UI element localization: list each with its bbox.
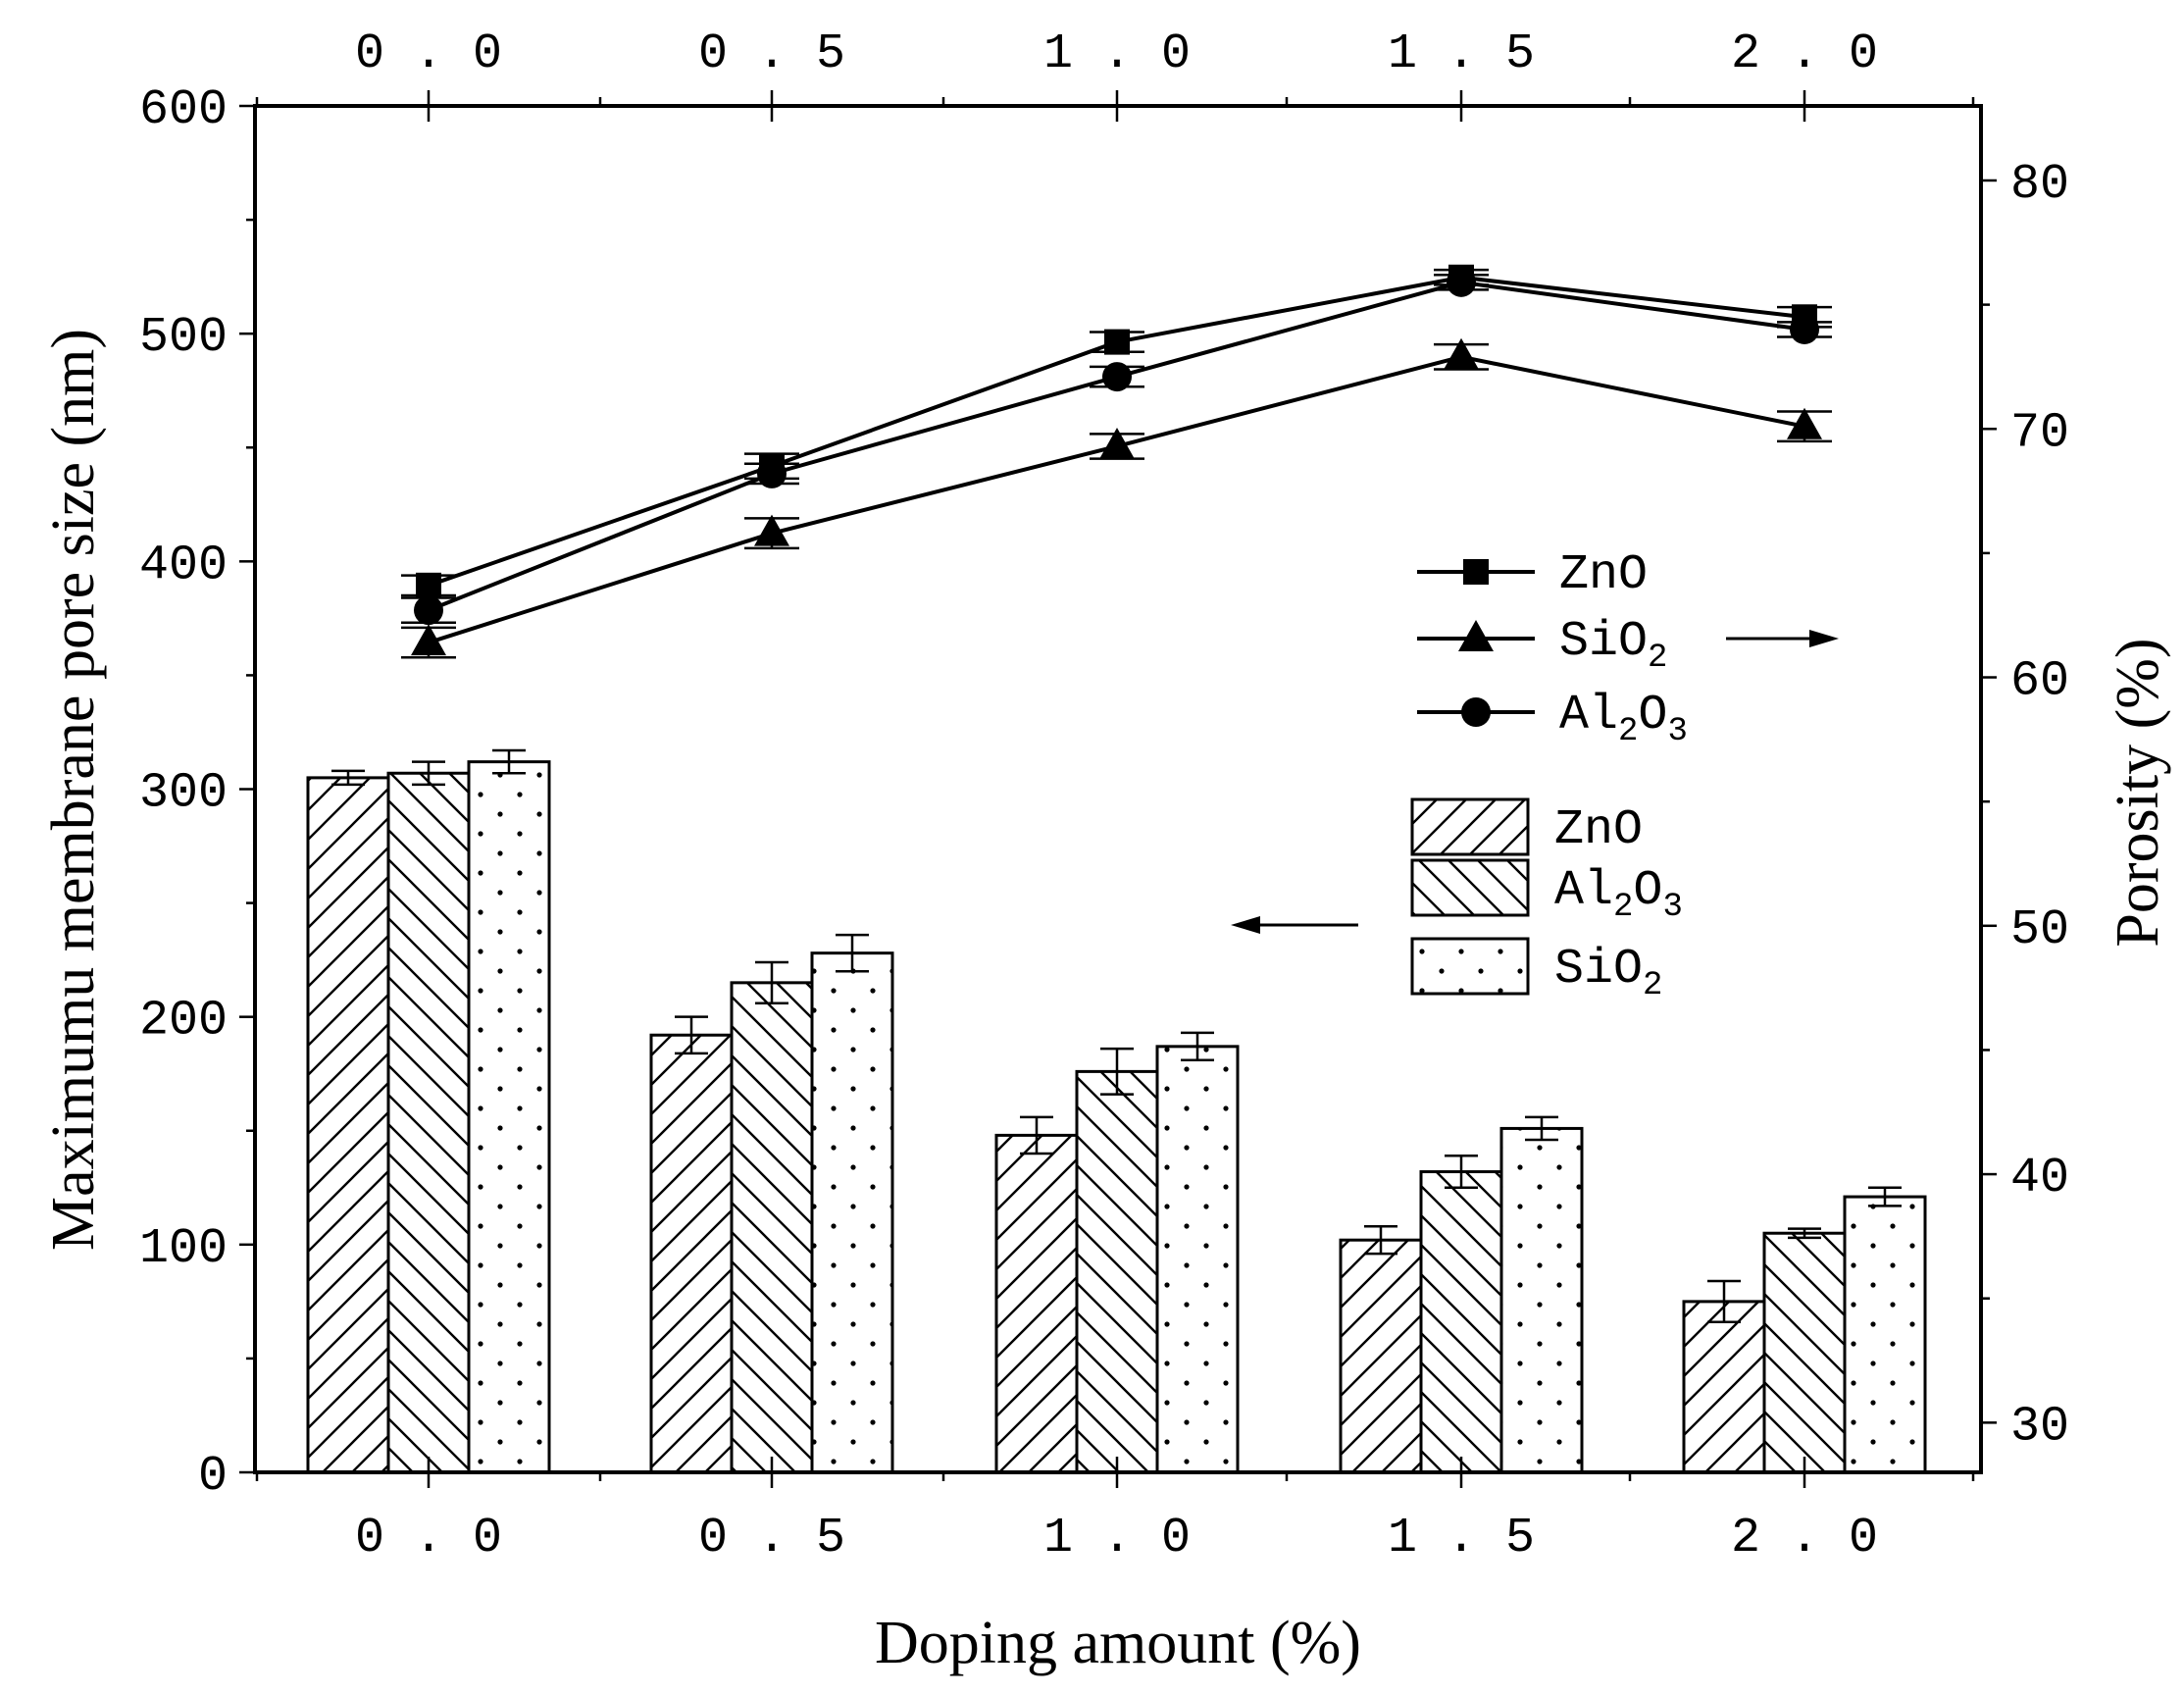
lines-layer — [401, 264, 1832, 659]
left-axis-arrow — [1231, 916, 1358, 934]
line-legend-marker — [1461, 697, 1491, 727]
x-axis-title: Doping amount (%) — [875, 1610, 1361, 1676]
left-axis-title: Maximumu membrane pore size (nm) — [40, 329, 107, 1251]
right-axis-title: Porosity (%) — [2105, 638, 2171, 947]
line-point-zno-2 — [1104, 329, 1130, 355]
left-tick-label: 600 — [139, 82, 228, 138]
bar-zno-3 — [1339, 1238, 1423, 1474]
line-legend: ZnO SiO2 Al2O3 — [1417, 547, 1688, 750]
right-tick-label: 40 — [2010, 1151, 2069, 1207]
bar-sio2-4 — [1843, 1195, 1927, 1474]
bar-legend-item: Al2O3 — [1410, 858, 1683, 926]
left-tick-label: 0 — [198, 1449, 228, 1505]
bar-legend-item: ZnO — [1410, 797, 1643, 858]
bars-layer — [306, 748, 1927, 1474]
top-tick-label: 1 . 5 — [1388, 26, 1535, 82]
bar-legend-item: SiO2 — [1410, 937, 1662, 1004]
bar-al2o3-3 — [1419, 1170, 1503, 1474]
bar-errorbar-al2o3-4 — [1788, 1227, 1821, 1240]
line-legend-marker — [1458, 620, 1494, 651]
bar-zno-0 — [306, 776, 390, 1474]
line-point-al2o3-2 — [1102, 362, 1132, 392]
bar-errorbar-sio2-3 — [1525, 1115, 1558, 1142]
bottom-tick-label: 0 . 0 — [355, 1511, 502, 1567]
bar-al2o3-1 — [730, 981, 814, 1474]
line-point-sio2-2 — [1099, 427, 1135, 459]
left-tick-label: 400 — [139, 538, 228, 593]
left-tick-label: 300 — [139, 766, 228, 822]
line-legend-label: Al2O3 — [1559, 688, 1688, 750]
bar-errorbar-al2o3-0 — [412, 760, 445, 787]
bar-al2o3-2 — [1075, 1069, 1159, 1474]
line-legend-label: ZnO — [1559, 547, 1648, 603]
line-point-sio2-0 — [411, 624, 446, 656]
line-point-sio2-3 — [1444, 337, 1479, 370]
bar-errorbar-sio2-0 — [492, 748, 526, 775]
line-point-sio2-4 — [1787, 407, 1822, 439]
bottom-tick-label: 1 . 0 — [1043, 1511, 1191, 1567]
bar-legend-swatch — [1410, 858, 1530, 917]
bar-errorbar-al2o3-3 — [1445, 1155, 1478, 1190]
bar-zno-4 — [1682, 1300, 1766, 1474]
bottom-tick-label: 2 . 0 — [1731, 1511, 1878, 1567]
line-legend-item: Al2O3 — [1417, 688, 1688, 750]
bottom-tick-label: 0 . 5 — [698, 1511, 845, 1567]
bar-zno-2 — [994, 1133, 1079, 1474]
top-tick-label: 2 . 0 — [1731, 26, 1878, 82]
top-tick-label: 0 . 0 — [355, 26, 502, 82]
right-axis-tick-labels: 30 40 50 60 70 80 — [2010, 157, 2069, 1455]
bar-errorbar-zno-0 — [331, 769, 365, 787]
line-point-zno-0 — [416, 572, 441, 598]
bottom-axis-tick-labels: 0 . 0 0 . 5 1 . 0 1 . 5 2 . 0 — [355, 1511, 1878, 1567]
bottom-tick-label: 1 . 5 — [1388, 1511, 1535, 1567]
line-point-al2o3-0 — [414, 595, 443, 626]
line-legend-item: ZnO — [1417, 547, 1648, 603]
bar-sio2-0 — [467, 760, 551, 1474]
bar-errorbar-al2o3-2 — [1100, 1047, 1134, 1096]
bar-legend-label: SiO2 — [1554, 942, 1662, 1004]
left-tick-label: 100 — [139, 1221, 228, 1277]
bar-legend-label: Al2O3 — [1554, 863, 1683, 926]
bar-errorbar-zno-1 — [675, 1015, 708, 1055]
bar-sio2-3 — [1499, 1126, 1584, 1474]
line-legend-item: SiO2 — [1417, 614, 1667, 677]
bar-errorbar-zno-3 — [1364, 1225, 1397, 1256]
left-tick-label: 500 — [139, 310, 228, 366]
bar-errorbar-al2o3-1 — [755, 960, 788, 1004]
bar-errorbar-sio2-1 — [836, 933, 869, 973]
bar-errorbar-sio2-4 — [1868, 1186, 1902, 1207]
bar-sio2-2 — [1155, 1045, 1240, 1474]
line-point-al2o3-3 — [1447, 267, 1476, 297]
line-legend-label: SiO2 — [1559, 614, 1667, 677]
bar-errorbar-zno-4 — [1707, 1279, 1741, 1324]
top-tick-label: 0 . 5 — [698, 26, 845, 82]
bar-zno-1 — [649, 1033, 734, 1474]
bar-al2o3-4 — [1762, 1231, 1847, 1474]
line-point-al2o3-1 — [757, 458, 787, 488]
bar-legend-swatch — [1410, 937, 1530, 996]
right-tick-label: 50 — [2010, 902, 2069, 958]
bar-legend-label: ZnO — [1554, 802, 1643, 858]
line-legend-marker — [1463, 559, 1489, 585]
bar-legend-swatch — [1410, 797, 1530, 856]
top-axis-tick-labels: 0 . 0 0 . 5 1 . 0 1 . 5 2 . 0 — [355, 26, 1878, 82]
bar-errorbar-zno-2 — [1020, 1115, 1053, 1156]
right-tick-label: 60 — [2010, 654, 2069, 710]
bar-sio2-1 — [810, 951, 894, 1474]
ticks-layer — [239, 90, 1997, 1488]
right-tick-label: 70 — [2010, 405, 2069, 461]
line-point-sio2-1 — [754, 514, 789, 546]
line-point-al2o3-4 — [1790, 314, 1819, 344]
top-tick-label: 1 . 0 — [1043, 26, 1191, 82]
bar-errorbar-sio2-2 — [1181, 1031, 1214, 1062]
right-tick-label: 30 — [2010, 1399, 2069, 1455]
right-axis-arrow — [1726, 630, 1839, 647]
bar-al2o3-0 — [386, 771, 471, 1474]
left-tick-label: 200 — [139, 994, 228, 1050]
left-axis-tick-labels: 0 100 200 300 400 500 600 — [139, 82, 228, 1505]
right-tick-label: 80 — [2010, 157, 2069, 213]
